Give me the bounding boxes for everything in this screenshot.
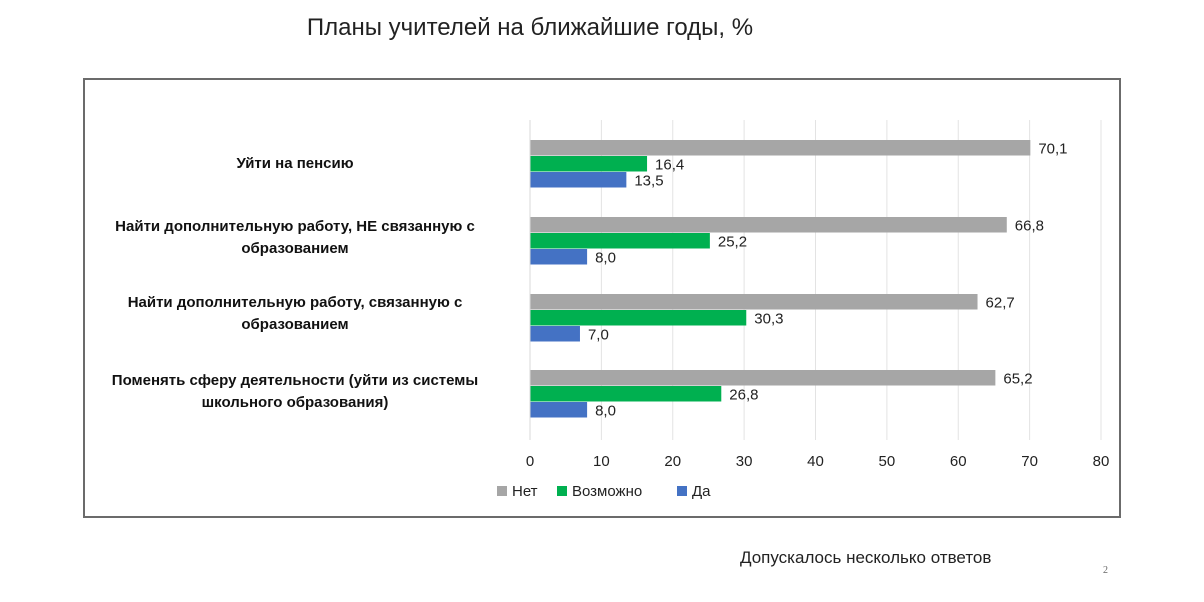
bar-vozmozhno (530, 233, 710, 249)
data-label: 30,3 (754, 311, 783, 328)
footnote: Допускалось несколько ответов (740, 548, 992, 567)
bar-vozmozhno (530, 386, 722, 402)
x-tick-label: 60 (950, 453, 967, 470)
bar-da (530, 402, 588, 418)
x-tick-label: 40 (807, 453, 824, 470)
category-label-line: образованием (241, 240, 349, 257)
bar-chart: 0 10 20 30 40 50 60 70 80 70,1 16,413,5 66,8 25,2 8,0… (497, 120, 1110, 500)
legend-label: Нет (512, 483, 538, 500)
category-label-line: Уйти на пенсию (236, 155, 354, 172)
chart-title: Планы учителей на ближайшие годы, % (306, 14, 754, 41)
x-tick-label: 70 (1021, 453, 1038, 470)
bar-net (530, 140, 1031, 156)
bar-vozmozhno (530, 310, 747, 326)
legend-swatch (497, 486, 507, 496)
bar-da (530, 249, 588, 265)
data-label: 65,2 (1003, 371, 1032, 388)
data-label: 62,7 (986, 295, 1015, 312)
data-label: 7,0 (588, 327, 609, 344)
legend-label: Да (692, 483, 711, 500)
data-label: 25,2 (718, 234, 747, 251)
data-label: 8,0 (595, 250, 616, 267)
page-number: 2 (1103, 565, 1108, 576)
x-tick-label: 30 (736, 453, 753, 470)
data-label: 70,1 (1038, 141, 1067, 158)
data-label: 26,8 (729, 387, 758, 404)
category-label: Уйти на пенсию (75, 153, 515, 175)
bar-da (530, 326, 580, 342)
x-tick-label: 80 (1093, 453, 1110, 470)
category-label-line: Найти дополнительную работу, НЕ связанну… (115, 218, 475, 235)
category-label: Найти дополнительную работу, НЕ связанну… (75, 216, 515, 260)
legend-swatch (557, 486, 567, 496)
x-tick-label: 0 (526, 453, 534, 470)
category-label: Найти дополнительную работу, связанную с… (75, 292, 515, 336)
data-label: 16,4 (655, 157, 684, 174)
category-label: Поменять сферу деятельности (уйти из сис… (75, 370, 515, 414)
legend-label: Возможно (572, 483, 642, 500)
chart-frame: 0 10 20 30 40 50 60 70 80 70,1 16,4 13,5 66,8 25,2 8,0… (83, 78, 1121, 518)
bar-net (530, 294, 978, 310)
data-label: 8,0 (595, 403, 616, 420)
category-label-line: Найти дополнительную работу, связанную с (127, 294, 463, 311)
x-tick-label: 50 (879, 453, 896, 470)
category-label-line: школьного образования) (201, 394, 389, 411)
x-tick-label: 10 (593, 453, 610, 470)
x-tick-label: 20 (664, 453, 681, 470)
category-label-line: образованием (241, 316, 349, 333)
bar-net (530, 217, 1007, 233)
data-label: 13,5 (634, 173, 663, 190)
bar-da (530, 172, 627, 188)
bar-vozmozhno (530, 156, 648, 172)
bar-net (530, 370, 996, 386)
legend-swatch (677, 486, 687, 496)
data-label: 66,8 (1015, 218, 1044, 235)
category-labels: Уйти на пенсию Найти дополнительную работ… (85, 80, 515, 516)
category-label-line: Поменять сферу деятельности (уйти из сис… (111, 372, 479, 389)
